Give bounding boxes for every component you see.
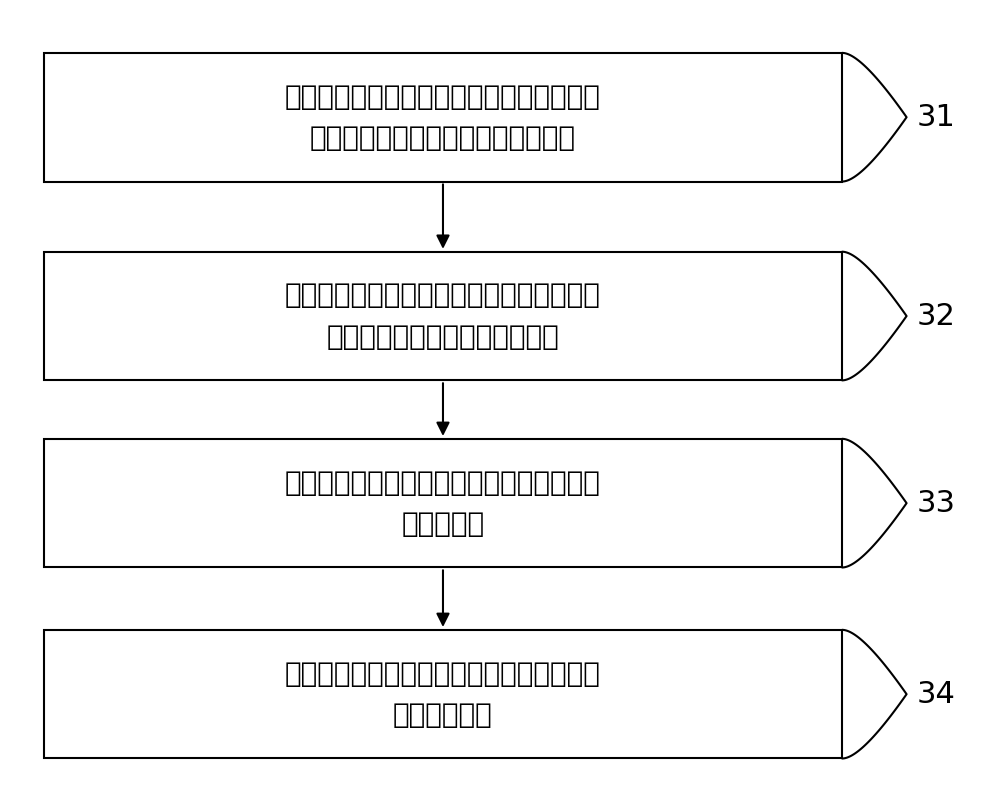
Text: 31: 31 [917, 102, 956, 132]
Text: 32: 32 [917, 302, 956, 330]
FancyBboxPatch shape [44, 251, 842, 381]
Text: 对病灶区域进行图像标记处理，以便对病灶
区域进行跟踪: 对病灶区域进行图像标记处理，以便对病灶 区域进行跟踪 [285, 660, 601, 729]
FancyBboxPatch shape [44, 53, 842, 181]
Text: 33: 33 [917, 489, 956, 518]
Text: 34: 34 [917, 680, 956, 708]
Text: 对目标超声图像中的感兴趣区域进行图像识
别，以确定正常区域和病灶区域: 对目标超声图像中的感兴趣区域进行图像识 别，以确定正常区域和病灶区域 [285, 281, 601, 351]
Text: 获取待检测目标的目标超声图像；其中，目
标超声图像至少包括一个感兴趣区域: 获取待检测目标的目标超声图像；其中，目 标超声图像至少包括一个感兴趣区域 [285, 83, 601, 152]
Text: 对病灶区域进行图像处理，以提高病灶区域
的图像质量: 对病灶区域进行图像处理，以提高病灶区域 的图像质量 [285, 469, 601, 537]
FancyBboxPatch shape [44, 630, 842, 759]
FancyBboxPatch shape [44, 439, 842, 567]
